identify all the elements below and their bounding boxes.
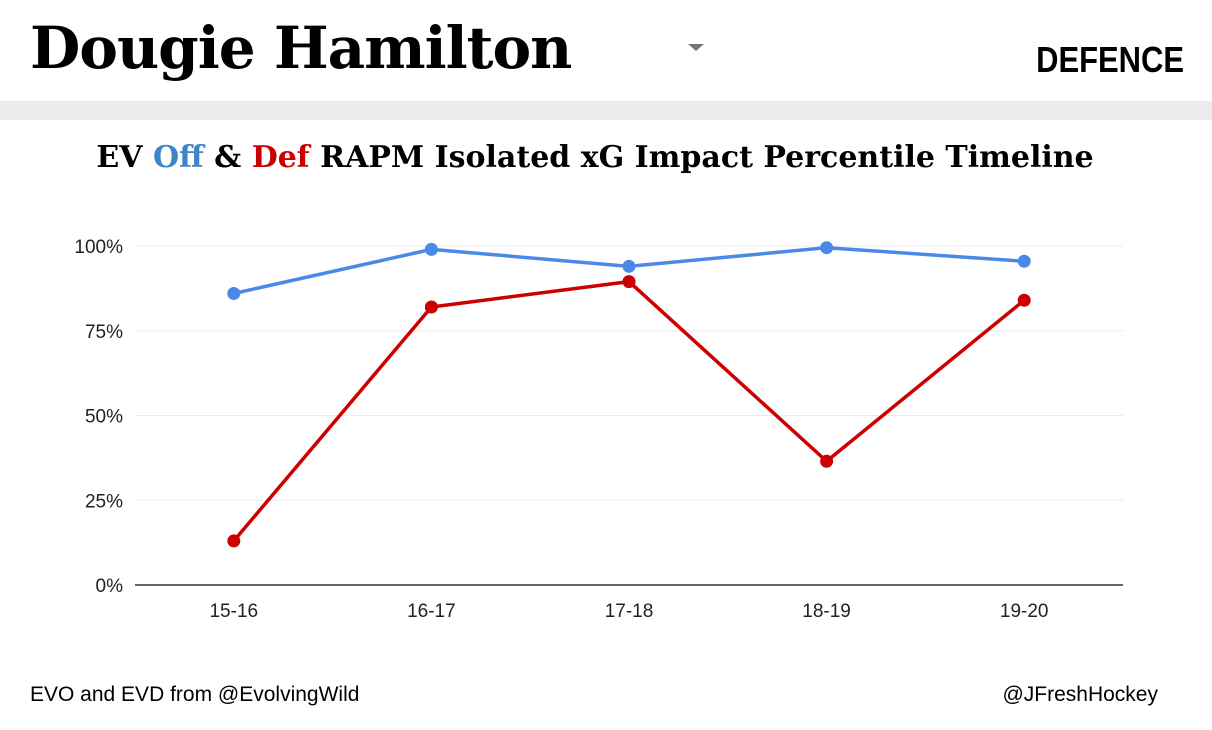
x-tick-label: 17-18 — [605, 601, 654, 622]
off-series-point — [820, 241, 834, 255]
chart-title-off: Off — [152, 140, 204, 175]
x-tick-label: 16-17 — [407, 601, 456, 622]
chart-title-amp: & — [203, 140, 252, 175]
author-credit: @JFreshHockey — [1002, 683, 1158, 706]
player-dropdown-arrow-icon[interactable] — [688, 44, 704, 51]
chart-title-def: Def — [251, 140, 310, 175]
y-tick-label: 75% — [85, 322, 123, 343]
def-series-point — [227, 534, 241, 548]
header-divider — [0, 101, 1212, 120]
x-tick-label: 19-20 — [1000, 601, 1049, 622]
chart-title-prefix: EV — [96, 140, 153, 175]
y-tick-label: 25% — [85, 491, 123, 512]
chart-title-suffix: RAPM Isolated xG Impact Percentile Timel… — [309, 140, 1094, 175]
off-series-point — [622, 259, 636, 273]
def-series-line — [232, 279, 1026, 543]
source-credit: EVO and EVD from @EvolvingWild — [30, 683, 360, 706]
player-name: Dougie Hamilton — [30, 14, 572, 82]
def-series-point — [424, 300, 438, 314]
def-series-point — [622, 275, 636, 289]
y-tick-label: 50% — [85, 407, 123, 428]
def-series-point — [820, 454, 834, 468]
def-series-point — [1017, 293, 1031, 307]
position-label: DEFENCE — [1036, 39, 1184, 80]
off-series-point — [227, 286, 241, 300]
x-tick-label: 18-19 — [802, 601, 851, 622]
chart-title: EV Off & Def RAPM Isolated xG Impact Per… — [0, 136, 1190, 180]
x-tick-label: 15-16 — [209, 601, 258, 622]
y-tick-label: 0% — [96, 576, 124, 597]
off-series-point — [1017, 254, 1031, 268]
y-tick-label: 100% — [74, 237, 123, 258]
off-series-point — [424, 242, 438, 256]
